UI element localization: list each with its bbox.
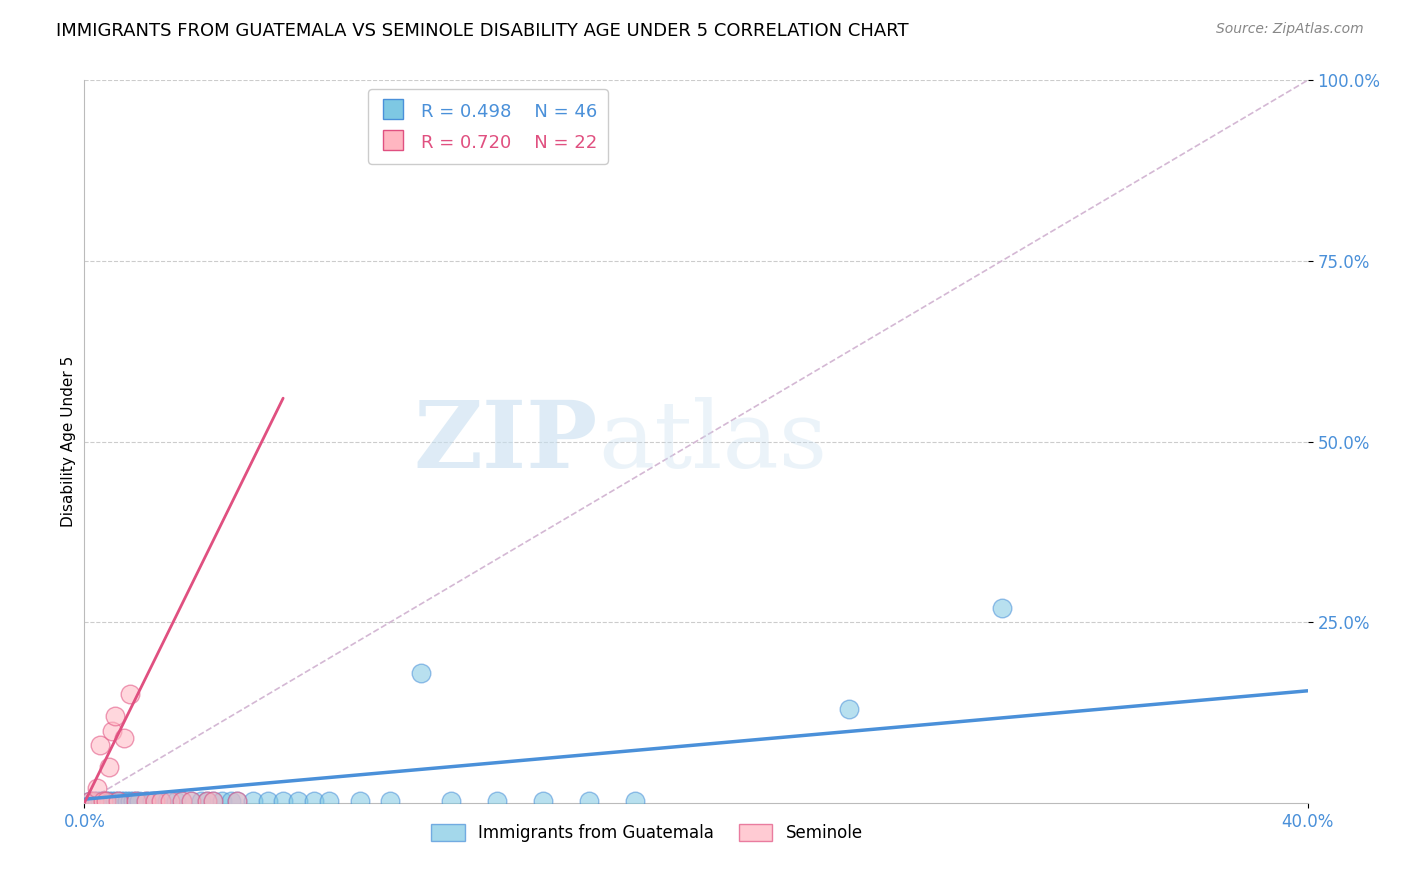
Point: [107, 794, 129, 808]
Point: [128, 794, 150, 808]
Point: [201, 794, 224, 808]
Point: [287, 794, 309, 808]
Text: Source: ZipAtlas.com: Source: ZipAtlas.com: [1216, 22, 1364, 37]
Point: [440, 794, 463, 808]
Point: [991, 600, 1014, 615]
Legend: Immigrants from Guatemala, Seminole: Immigrants from Guatemala, Seminole: [425, 817, 869, 848]
Point: [180, 794, 202, 808]
Point: [219, 794, 242, 808]
Point: [135, 794, 157, 808]
Point: [83, 794, 105, 808]
Point: [165, 794, 187, 808]
Point: [195, 794, 218, 808]
Point: [271, 794, 294, 808]
Point: [201, 794, 224, 808]
Point: [125, 794, 148, 808]
Point: [89, 794, 111, 808]
Point: [104, 709, 127, 723]
Text: atlas: atlas: [598, 397, 827, 486]
Point: [89, 738, 111, 752]
Point: [115, 794, 138, 808]
Point: [94, 794, 117, 808]
Point: [86, 781, 108, 796]
Point: [122, 794, 145, 808]
Point: [101, 794, 124, 808]
Point: [97, 794, 120, 808]
Point: [112, 794, 135, 808]
Point: [91, 794, 114, 808]
Point: [120, 794, 142, 808]
Point: [104, 794, 127, 808]
Text: ZIP: ZIP: [413, 397, 598, 486]
Point: [172, 794, 194, 808]
Point: [149, 794, 172, 808]
Point: [120, 687, 142, 701]
Point: [302, 794, 325, 808]
Point: [141, 794, 163, 808]
Point: [318, 794, 340, 808]
Point: [97, 760, 120, 774]
Point: [91, 794, 114, 808]
Point: [349, 794, 371, 808]
Point: [79, 794, 101, 808]
Point: [226, 794, 249, 808]
Point: [257, 794, 280, 808]
Point: [143, 794, 166, 808]
Point: [195, 794, 218, 808]
Point: [242, 794, 264, 808]
Point: [380, 794, 402, 808]
Point: [226, 794, 249, 808]
Point: [486, 794, 509, 808]
Y-axis label: Disability Age Under 5: Disability Age Under 5: [60, 356, 76, 527]
Point: [125, 794, 148, 808]
Point: [211, 794, 233, 808]
Point: [149, 794, 172, 808]
Point: [135, 794, 157, 808]
Point: [110, 794, 132, 808]
Point: [156, 794, 179, 808]
Point: [838, 702, 860, 716]
Point: [83, 794, 105, 808]
Point: [101, 723, 124, 738]
Text: IMMIGRANTS FROM GUATEMALA VS SEMINOLE DISABILITY AGE UNDER 5 CORRELATION CHART: IMMIGRANTS FROM GUATEMALA VS SEMINOLE DI…: [56, 22, 908, 40]
Point: [86, 794, 108, 808]
Point: [112, 731, 135, 745]
Point: [159, 794, 181, 808]
Point: [578, 794, 600, 808]
Point: [172, 794, 194, 808]
Point: [79, 794, 101, 808]
Point: [107, 794, 129, 808]
Point: [190, 794, 212, 808]
Point: [531, 794, 554, 808]
Point: [180, 794, 202, 808]
Point: [94, 794, 117, 808]
Point: [624, 794, 647, 808]
Point: [409, 665, 432, 680]
